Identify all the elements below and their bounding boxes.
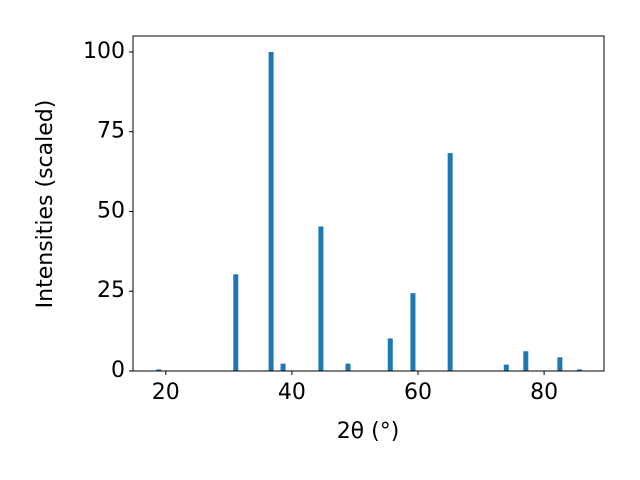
bar (156, 369, 162, 371)
y-tick-label: 100 (83, 39, 125, 64)
bar (233, 274, 239, 371)
bar (280, 363, 286, 371)
bar (387, 338, 393, 371)
y-tick-label: 0 (111, 358, 125, 383)
bar (576, 369, 582, 371)
x-tick-label: 80 (530, 380, 558, 405)
x-tick-label: 20 (152, 380, 180, 405)
y-tick-label: 25 (97, 278, 125, 303)
bar (268, 51, 274, 371)
bar (523, 351, 529, 371)
bar (503, 364, 509, 371)
bar (345, 363, 351, 371)
x-axis-label: 2θ (°) (337, 419, 400, 444)
bar (447, 153, 453, 371)
bar (410, 293, 416, 371)
x-tick-label: 40 (278, 380, 306, 405)
y-tick-label: 75 (97, 119, 125, 144)
y-axis-label: Intensities (scaled) (33, 100, 58, 309)
bar (318, 226, 324, 371)
bar (557, 357, 563, 371)
y-tick-label: 50 (97, 198, 125, 223)
x-tick-label: 60 (404, 380, 432, 405)
plot-frame (132, 35, 605, 372)
